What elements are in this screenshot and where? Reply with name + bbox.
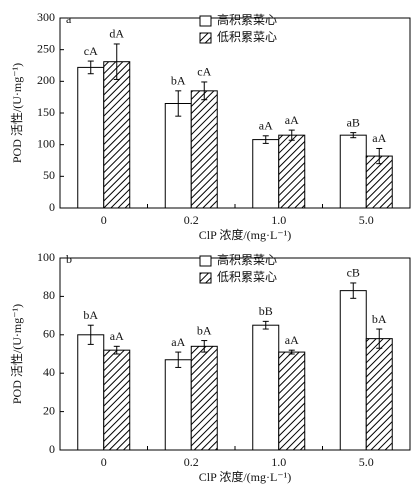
significance-label: bA [372,312,387,326]
significance-label: dA [109,27,124,41]
legend-label: 低积累菜心 [217,30,277,44]
bar [164,359,192,451]
bar [103,349,131,451]
legend-label: 高积累菜心 [217,252,277,267]
x-tick-label: 1.0 [271,455,286,469]
x-tick-label: 0.2 [184,213,199,227]
x-tick-label: 5.0 [359,213,374,227]
y-tick-label: 0 [49,200,55,214]
bar [365,155,393,209]
significance-label: aA [285,113,299,127]
y-tick-label: 250 [37,41,55,55]
x-tick-label: 0.2 [184,455,199,469]
y-tick-label: 40 [43,365,55,379]
bar [164,103,192,209]
legend-swatch [199,272,212,284]
y-tick-label: 20 [43,403,55,417]
x-tick-label: 0 [101,455,107,469]
significance-label: bA [197,323,212,337]
bar [278,134,306,209]
bar [252,139,280,209]
significance-label: aA [372,131,386,145]
significance-label: bB [259,304,273,318]
legend-label: 低积累菜心 [217,270,277,284]
significance-label: aA [110,329,124,343]
y-tick-label: 300 [37,10,55,24]
significance-label: cA [197,65,211,79]
y-tick-label: 50 [43,168,55,182]
panel-label: b [66,252,72,266]
x-tick-label: 0 [101,213,107,227]
significance-label: aA [171,335,185,349]
x-axis-title: ClP 浓度/(mg·L⁻¹) [199,469,292,484]
x-tick-label: 5.0 [359,455,374,469]
bar [77,66,105,209]
significance-label: aA [259,119,273,133]
bar [339,134,367,209]
bar [190,345,218,451]
bar [103,61,131,209]
legend-swatch [199,255,212,267]
panel-label: a [66,12,72,26]
significance-label: cA [84,44,98,58]
y-tick-label: 80 [43,288,55,302]
legend-swatch [199,15,212,27]
y-tick-label: 0 [49,442,55,456]
significance-label: bA [171,74,186,88]
y-tick-label: 100 [37,136,55,150]
significance-label: cB [347,266,360,280]
x-axis-title: ClP 浓度/(mg·L⁻¹) [199,227,292,242]
significance-label: aB [347,115,360,129]
significance-label: bA [83,308,98,322]
bar [252,324,280,451]
bar [77,334,105,451]
y-axis-title: POD 活性/(U·mg⁻¹) [10,304,24,404]
bar [339,290,367,451]
y-tick-label: 200 [37,73,55,87]
y-tick-label: 150 [37,105,55,119]
legend-swatch [199,32,212,44]
bar [365,338,393,451]
legend-label: 高积累菜心 [217,12,277,27]
bar [190,90,218,209]
y-axis-title: POD 活性/(U·mg⁻¹) [10,63,24,163]
significance-label: aA [285,333,299,347]
x-tick-label: 1.0 [271,213,286,227]
y-tick-label: 60 [43,327,55,341]
bar [278,351,306,451]
y-tick-label: 100 [37,250,55,264]
